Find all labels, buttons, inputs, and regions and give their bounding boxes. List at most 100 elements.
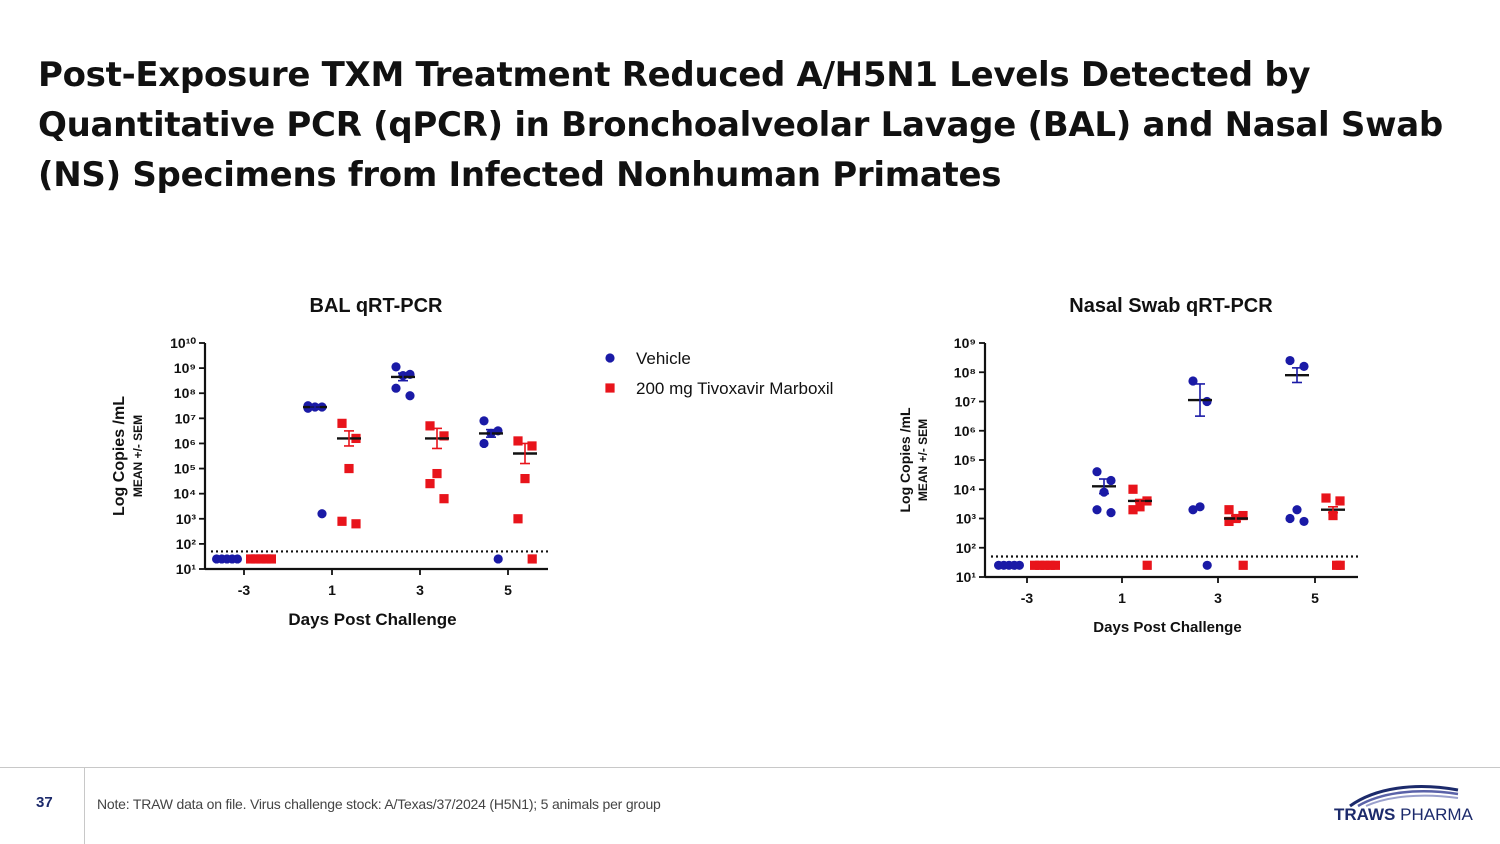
data-point-treatment (246, 554, 256, 564)
data-point-vehicle (391, 383, 401, 393)
data-point-treatment (1238, 560, 1248, 570)
data-point-treatment (1321, 493, 1331, 503)
y-tick-label: 10³ (176, 511, 197, 527)
legend-marker-treatment (605, 383, 615, 393)
footer-rule (0, 767, 1500, 768)
data-point-vehicle (1285, 355, 1295, 366)
y-axis-label: Log Copies /mL (111, 396, 128, 516)
x-tick-label: -3 (238, 582, 251, 598)
y-tick-label: 10³ (956, 511, 977, 527)
chart-1: BAL qRT-PCR 10¹ 10² 10³ 10⁴ 10⁵ 10⁶ 10⁷ 10⁸ 10⁹ 10… (111, 295, 548, 629)
data-point-vehicle (479, 416, 489, 426)
x-axis-label: Days Post Challenge (288, 610, 456, 629)
data-point-treatment (261, 554, 271, 564)
data-point-treatment (513, 514, 523, 524)
data-point-treatment (527, 554, 537, 564)
data-point-treatment (1128, 484, 1138, 494)
y-tick-label: 10⁸ (174, 385, 196, 401)
data-point-treatment (513, 436, 523, 446)
x-tick-label: 1 (328, 582, 336, 598)
y-tick-label: 10¹⁰ (170, 335, 196, 351)
title-line-3: (NS) Specimens from Infected Nonhuman Pr… (38, 155, 1002, 195)
y-axis-sublabel: MEAN +/- SEM (916, 419, 930, 501)
y-tick-label: 10⁴ (174, 486, 197, 502)
title-line-2: Quantitative PCR (qPCR) in Bronchoalveol… (38, 105, 1443, 145)
data-point-vehicle (232, 554, 242, 564)
data-point-treatment (1128, 505, 1138, 515)
data-point-vehicle (317, 509, 327, 519)
data-point-treatment (1030, 560, 1040, 570)
data-point-vehicle (1188, 505, 1198, 515)
data-point-treatment (337, 516, 347, 526)
y-tick-label: 10⁹ (174, 360, 196, 376)
data-point-treatment (1040, 560, 1050, 570)
data-point-treatment (425, 479, 435, 489)
data-point-vehicle (493, 554, 503, 564)
y-tick-label: 10² (176, 536, 197, 552)
data-point-treatment (1328, 510, 1338, 521)
data-point-treatment (351, 519, 361, 529)
data-point-treatment (1045, 560, 1055, 570)
x-tick-label: 3 (1214, 590, 1222, 606)
y-axis-sublabel: MEAN +/- SEM (131, 415, 145, 497)
charts-canvas: BAL qRT-PCR 10¹ 10² 10³ 10⁴ 10⁵ 10⁶ 10⁷ 10⁸ 10⁹ 10… (111, 295, 1358, 636)
chart-2: Nasal Swab qRT-PCR 10¹ 10² 10³ 10⁴ 10⁵ 10⁶ 10⁷ 1… (897, 295, 1358, 636)
data-point-treatment (439, 494, 449, 504)
x-tick-label: 5 (504, 582, 512, 598)
logo-text: TRAWS PHARMA (1334, 805, 1473, 825)
logo-word-1: TRAWS (1334, 805, 1396, 824)
data-point-treatment (1050, 560, 1060, 570)
data-point-vehicle (1092, 467, 1102, 477)
data-point-treatment (527, 441, 537, 451)
y-tick-label: 10⁷ (175, 410, 197, 426)
data-point-vehicle (1202, 560, 1212, 570)
x-tick-label: 3 (416, 582, 424, 598)
series-vehicle (994, 355, 1309, 570)
data-point-treatment (1142, 560, 1152, 570)
data-point-treatment (1335, 560, 1345, 570)
data-point-treatment (432, 468, 442, 479)
chart-title: Nasal Swab qRT-PCR (1069, 295, 1273, 317)
legend-marker-vehicle (605, 353, 615, 363)
data-point-vehicle (479, 438, 489, 449)
data-point-treatment (1238, 510, 1248, 521)
y-tick-label: 10¹ (956, 569, 977, 585)
series-treatment (246, 418, 537, 564)
data-point-vehicle (1299, 516, 1309, 527)
series-vehicle (212, 362, 503, 564)
y-tick-label: 10⁸ (954, 364, 976, 380)
data-point-vehicle (1299, 361, 1309, 371)
data-point-vehicle (1106, 475, 1116, 486)
title-line-1: Post-Exposure TXM Treatment Reduced A/H5… (38, 55, 1311, 95)
data-point-treatment (344, 463, 354, 474)
footnote: Note: TRAW data on file. Virus challenge… (97, 796, 661, 812)
data-point-treatment (251, 554, 261, 564)
legend: Vehicle 200 mg Tivoxavir Marboxil (605, 349, 833, 398)
x-tick-label: 5 (1311, 590, 1319, 606)
y-tick-label: 10⁵ (954, 452, 976, 468)
x-axis-label: Days Post Challenge (1093, 619, 1241, 636)
data-point-vehicle (1202, 396, 1212, 407)
y-tick-label: 10⁴ (954, 481, 977, 497)
data-point-treatment (520, 474, 530, 484)
data-point-vehicle (1106, 508, 1116, 518)
data-point-vehicle (1014, 560, 1024, 570)
logo-word-2: PHARMA (1400, 805, 1473, 824)
footer-divider (84, 768, 85, 844)
data-point-treatment (1335, 496, 1345, 506)
series-treatment (1030, 484, 1345, 570)
data-point-vehicle (1092, 505, 1102, 515)
slide-title: Post-Exposure TXM Treatment Reduced A/H5… (38, 50, 1458, 200)
legend-label: Vehicle (636, 349, 691, 368)
y-tick-label: 10⁷ (955, 394, 977, 410)
data-point-treatment (256, 554, 266, 564)
data-point-vehicle (1285, 513, 1295, 524)
data-point-treatment (1035, 560, 1045, 570)
data-point-vehicle (405, 391, 415, 401)
data-point-treatment (425, 421, 435, 431)
legend-label: 200 mg Tivoxavir Marboxil (636, 379, 833, 398)
x-tick-label: -3 (1021, 590, 1034, 606)
data-point-treatment (1224, 516, 1234, 527)
y-tick-label: 10⁶ (954, 423, 976, 439)
data-point-vehicle (1292, 505, 1302, 515)
